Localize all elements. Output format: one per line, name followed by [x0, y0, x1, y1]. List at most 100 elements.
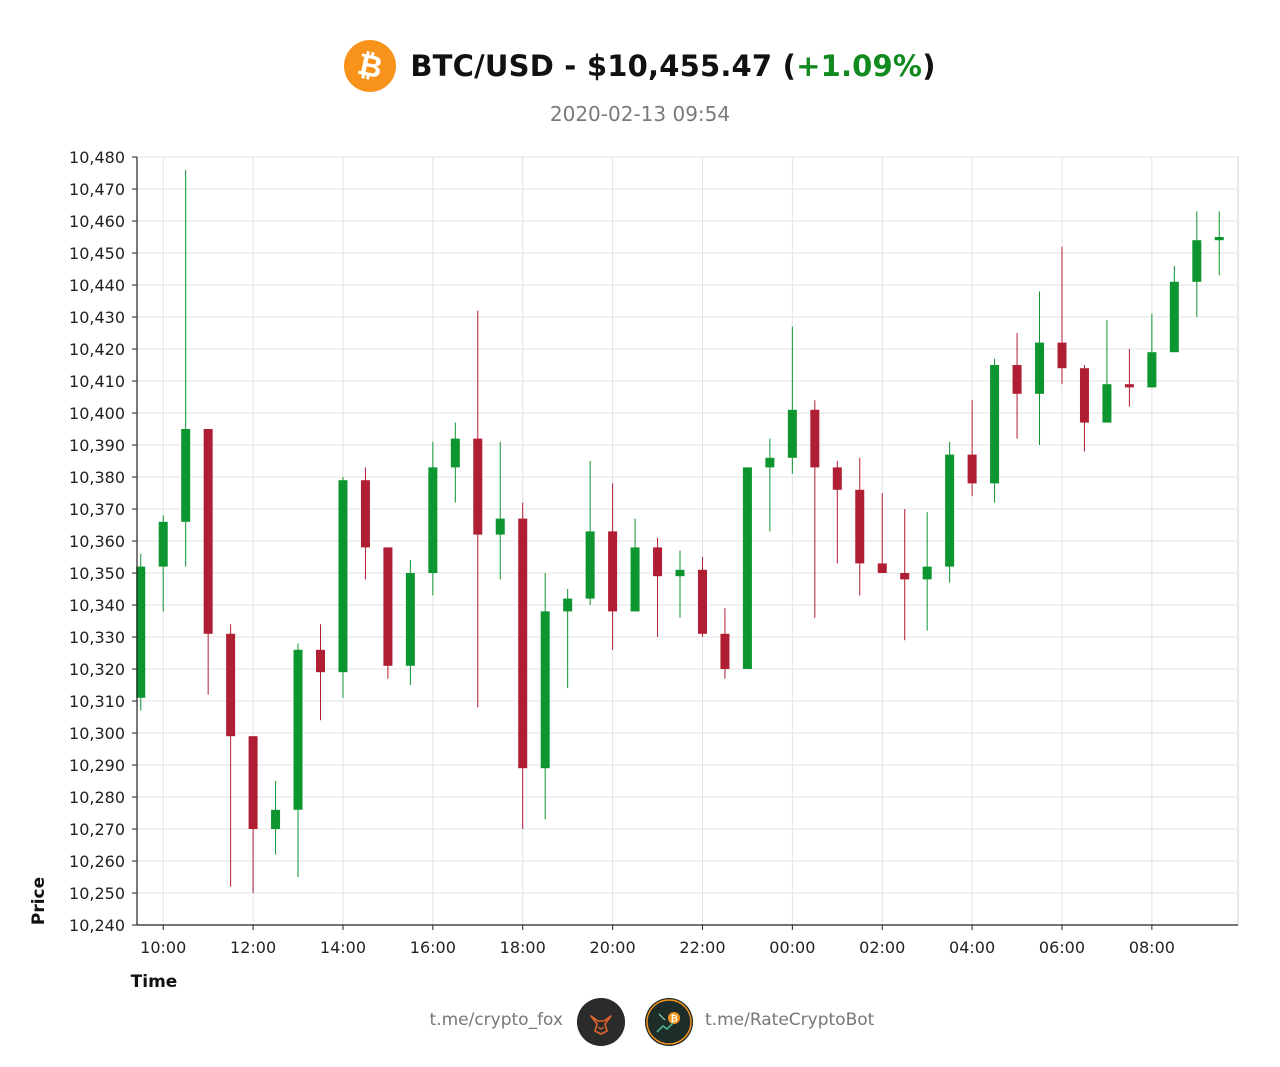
candle-down	[900, 509, 910, 641]
candle-down	[810, 400, 820, 618]
candle-body	[1192, 240, 1202, 282]
x-tick-label: 20:00	[590, 938, 636, 957]
candle-body	[495, 518, 505, 535]
y-tick-label: 10,390	[69, 436, 125, 455]
chart-title: BTC/USD - $10,455.47 (+1.09%)	[410, 49, 935, 83]
candle-up	[450, 422, 460, 503]
candle-up	[1035, 291, 1045, 445]
candle-body	[810, 409, 820, 468]
y-tick-label: 10,250	[69, 884, 125, 903]
y-tick-label: 10,420	[69, 340, 125, 359]
candle-body	[922, 566, 932, 580]
candle-down	[248, 736, 258, 893]
bitcoin-bot-avatar-icon: ₿	[645, 998, 693, 1046]
candle-body	[540, 611, 550, 769]
candlestick-chart: 10,240 10,250 10,260 10,270 10,280 10,290 10,3…	[29, 148, 1239, 992]
candle-down	[1124, 349, 1134, 407]
pair-label: BTC/USD	[410, 49, 554, 83]
paren-close: )	[922, 49, 936, 83]
candle-up	[922, 512, 932, 631]
candle-body	[765, 457, 775, 468]
candle-body	[1057, 342, 1067, 369]
candle-up	[1192, 211, 1202, 317]
title-separator: -	[554, 49, 587, 83]
candle-up	[765, 438, 775, 532]
candle-up	[1102, 320, 1112, 423]
bitcoin-logo-icon: ₿	[344, 40, 397, 92]
candle-body	[405, 573, 415, 666]
candle-up	[675, 550, 685, 618]
candle-up	[630, 518, 640, 612]
candle-body	[1079, 368, 1089, 423]
candle-body	[653, 547, 663, 577]
candle-body	[1147, 352, 1157, 388]
candle-body	[742, 467, 752, 669]
y-tick-label: 10,310	[69, 692, 125, 711]
crypto-fox-link[interactable]: t.me/crypto_fox	[429, 1010, 564, 1030]
x-tick-label: 14:00	[320, 938, 366, 957]
candle-up	[787, 326, 797, 474]
candle-up	[540, 573, 550, 820]
candle-down	[608, 483, 618, 650]
price-value: $10,455.47	[586, 49, 773, 83]
candle-down	[1057, 246, 1067, 385]
y-tick-label: 10,450	[69, 244, 125, 263]
x-tick-label: 10:00	[140, 938, 186, 957]
candle-down	[226, 624, 236, 887]
y-tick-label: 10,270	[69, 820, 125, 839]
candle-down	[473, 310, 483, 708]
change-percent: +1.09%	[796, 49, 923, 83]
x-tick-label: 06:00	[1039, 938, 1085, 957]
candle-down	[1012, 333, 1022, 439]
x-tick-label: 12:00	[230, 938, 276, 957]
y-axis-title: Price	[29, 877, 49, 925]
candle-up	[136, 553, 146, 711]
candle-up	[990, 358, 1000, 503]
candle-body	[383, 547, 393, 666]
candle-up	[271, 781, 281, 855]
candle-body	[136, 566, 146, 698]
rate-crypto-bot-link[interactable]: t.me/RateCryptoBot	[705, 1010, 875, 1030]
y-tick-label: 10,430	[69, 308, 125, 327]
fox-avatar-icon	[577, 998, 625, 1046]
candle-body	[1035, 342, 1045, 394]
candle-down	[855, 457, 865, 596]
candle-down	[383, 547, 393, 679]
candle-body	[428, 467, 438, 573]
candle-body	[226, 633, 236, 737]
candle-up	[495, 441, 505, 580]
y-tick-label: 10,290	[69, 756, 125, 775]
candle-body	[585, 531, 595, 599]
candle-body	[203, 429, 213, 634]
x-tick-label: 18:00	[500, 938, 546, 957]
y-tick-label: 10,410	[69, 372, 125, 391]
candle-up	[181, 169, 191, 567]
candle-body	[720, 633, 730, 669]
candle-down	[832, 461, 842, 564]
candle-down	[518, 502, 528, 829]
x-axis-title: Time	[131, 972, 178, 992]
candle-down	[653, 537, 663, 637]
axes: 10,240 10,250 10,260 10,270 10,280 10,290 10,3…	[29, 148, 1238, 992]
grid-lines	[136, 156, 1239, 926]
candle-up	[563, 589, 573, 689]
candle-body	[271, 809, 281, 829]
y-tick-label: 10,380	[69, 468, 125, 487]
y-tick-label: 10,340	[69, 596, 125, 615]
y-tick-label: 10,260	[69, 852, 125, 871]
candle-down	[877, 493, 887, 573]
candle-body	[877, 563, 887, 573]
x-tick-label: 08:00	[1129, 938, 1175, 957]
chart-timestamp: 2020-02-13 09:54	[549, 102, 731, 126]
y-tick-label: 10,330	[69, 628, 125, 647]
candle-body	[608, 531, 618, 612]
x-tick-label: 00:00	[769, 938, 815, 957]
candle-body	[990, 365, 1000, 484]
candle-body	[1214, 237, 1224, 241]
candle-body	[787, 409, 797, 458]
candle-down	[967, 400, 977, 497]
candle-body	[967, 454, 977, 484]
candles-layer	[136, 169, 1224, 893]
y-tick-label: 10,440	[69, 276, 125, 295]
x-tick-label: 16:00	[410, 938, 456, 957]
